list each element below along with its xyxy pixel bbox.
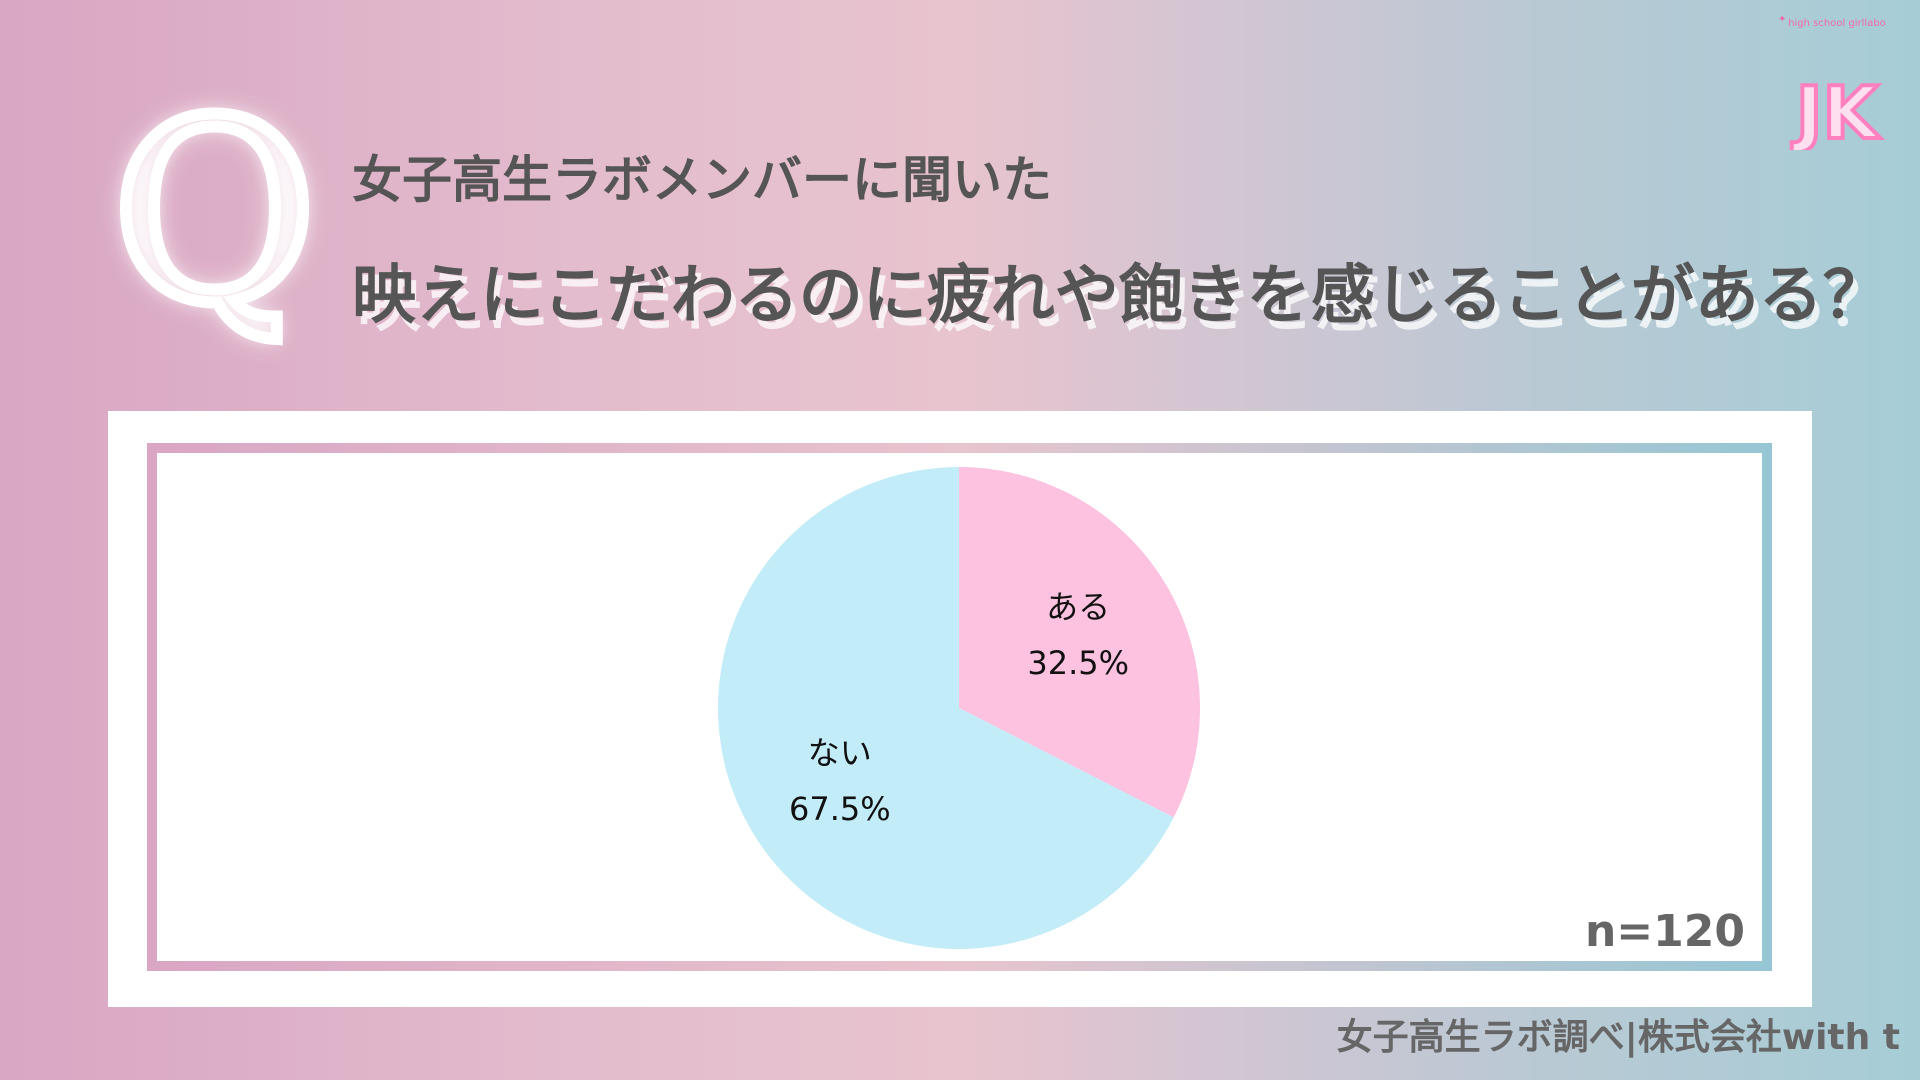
slice-label-0: ある <box>1046 587 1111 626</box>
subtitle: 女子高生ラボメンバーに聞いた <box>352 151 1052 209</box>
sample-size: n=120 <box>1584 906 1745 957</box>
pie-slice-1 <box>718 467 1174 950</box>
slice-display-1: 67.5% <box>788 790 891 829</box>
footer-credit: 女子高生ラボ調べ|株式会社with t <box>1336 1017 1900 1058</box>
q-mark: Q <box>106 67 323 358</box>
pie-slice-0 <box>959 467 1200 818</box>
slice-display-0: 32.5% <box>1027 643 1129 682</box>
svg-text:✦: ✦ <box>1778 14 1786 25</box>
question-title: 映えにこだわるのに疲れや飽きを感じることがある？ <box>352 259 1887 333</box>
slice-label-1: ない <box>807 734 872 773</box>
svg-text:high school girllabo: high school girllabo <box>1788 18 1886 29</box>
svg-text:JK: JK <box>1791 71 1881 150</box>
jk-logo: high school girllabo ✦ JK <box>1778 14 1886 150</box>
